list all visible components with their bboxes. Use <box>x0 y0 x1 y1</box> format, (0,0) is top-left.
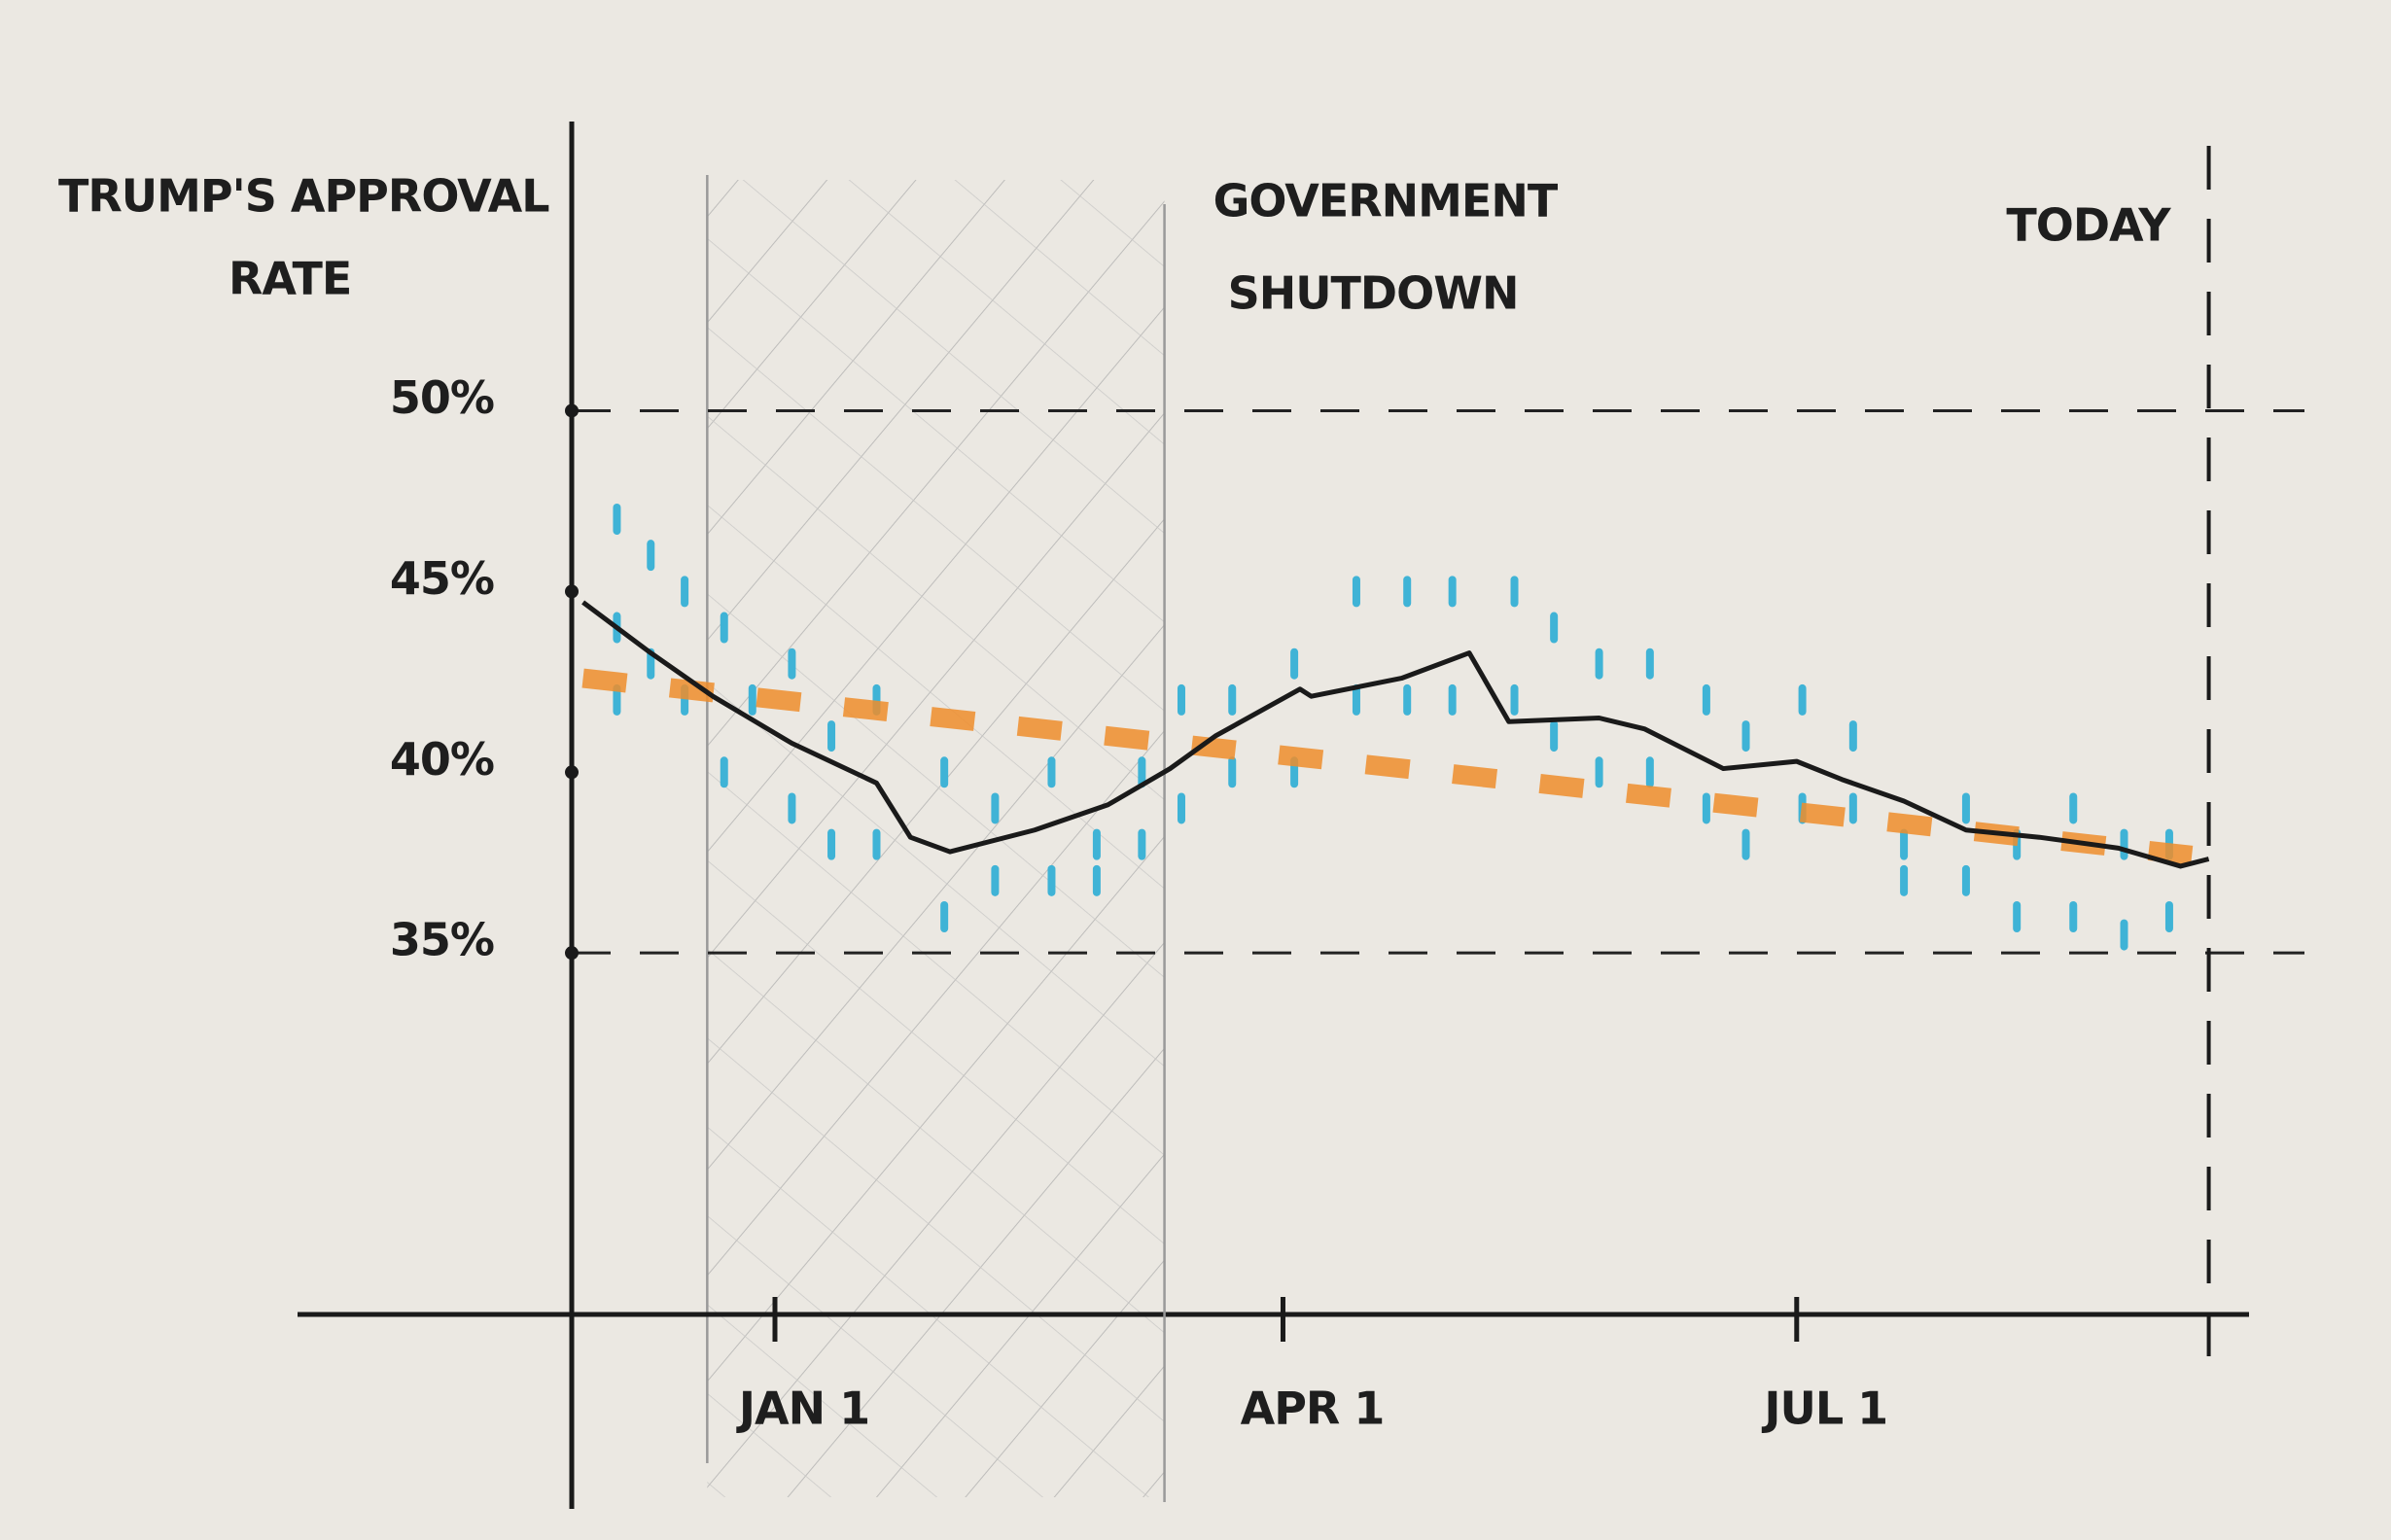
poll-dot <box>1550 612 1559 644</box>
poll-dot <box>1595 648 1603 680</box>
x-tick-label: JAN 1 <box>736 1382 869 1435</box>
poll-dot <box>1961 792 1970 824</box>
poll-dot <box>827 828 836 860</box>
poll-dot <box>1228 683 1237 716</box>
poll-dot <box>1177 792 1185 824</box>
poll-dot <box>681 576 689 608</box>
poll-dot <box>1403 683 1412 716</box>
poll-dot <box>1645 756 1654 788</box>
poll-dot <box>2069 792 2078 824</box>
y-tick <box>565 765 579 780</box>
poll-dot <box>1228 756 1237 788</box>
shaded-period <box>707 180 1165 1497</box>
poll-dot <box>788 792 796 824</box>
poll-dot <box>1510 576 1519 608</box>
y-tick-label: 50% <box>390 371 494 424</box>
poll-dot <box>2164 901 2173 932</box>
annotation-text: GOVERNMENT <box>1213 175 1559 228</box>
poll-dot <box>720 612 728 644</box>
poll-dot <box>1550 720 1559 752</box>
poll-dot <box>1510 683 1519 716</box>
poll-dot <box>991 864 1000 896</box>
y-tick-label: 40% <box>390 733 494 786</box>
y-tick <box>565 946 579 961</box>
poll-dot <box>1798 683 1807 716</box>
approval-line <box>581 600 2210 869</box>
poll-dot <box>1138 828 1146 860</box>
x-tick-label: APR 1 <box>1241 1382 1385 1435</box>
y-tick-label: 45% <box>390 552 494 605</box>
poll-dot <box>1961 864 1970 896</box>
poll-dot <box>1448 683 1457 716</box>
poll-dot <box>1403 576 1412 608</box>
poll-dot <box>1741 828 1750 860</box>
poll-dot <box>1702 683 1710 716</box>
poll-dot <box>1595 756 1603 788</box>
poll-dot <box>1448 576 1457 608</box>
poll-dot <box>940 901 949 932</box>
poll-dot <box>720 756 728 788</box>
poll-dot <box>1352 683 1360 716</box>
poll-dot <box>1702 792 1710 824</box>
poll-dot <box>1177 683 1185 716</box>
annotation-text: SHUTDOWN <box>1228 267 1519 320</box>
poll-dot <box>1645 648 1654 680</box>
poll-dot <box>1900 864 1909 896</box>
poll-dot <box>2013 901 2022 932</box>
poll-dot <box>2069 901 2078 932</box>
poll-dot <box>613 504 621 535</box>
poll-dot <box>748 683 756 716</box>
poll-dot <box>647 540 655 572</box>
x-tick-label: JUL 1 <box>1761 1382 1887 1435</box>
poll-dot <box>1047 756 1056 788</box>
poll-dot <box>2120 828 2128 860</box>
poll-dot <box>1848 792 1857 824</box>
y-axis-label: TRUMP'S APPROVAL <box>58 170 549 223</box>
poll-dot <box>991 792 1000 824</box>
trend-line <box>581 668 2194 865</box>
poll-dot <box>1138 756 1146 788</box>
poll-dot <box>2120 919 2128 951</box>
y-tick <box>565 403 579 418</box>
poll-dot <box>1047 864 1056 896</box>
poll-dot <box>827 720 836 752</box>
annotation-text: TODAY <box>2006 199 2171 252</box>
y-tick-label: 35% <box>390 914 494 966</box>
poll-dot <box>1741 720 1750 752</box>
poll-dot <box>872 828 881 860</box>
poll-dot <box>1092 828 1101 860</box>
poll-dot <box>1092 864 1101 896</box>
poll-dot <box>1900 828 1909 860</box>
poll-dot <box>613 683 621 716</box>
poll-dot <box>1848 720 1857 752</box>
y-axis-label: RATE <box>229 253 351 305</box>
poll-dot <box>788 648 796 680</box>
poll-dot <box>1290 648 1299 680</box>
poll-dot <box>940 756 949 788</box>
poll-dot <box>1352 576 1360 608</box>
y-tick <box>565 584 579 599</box>
